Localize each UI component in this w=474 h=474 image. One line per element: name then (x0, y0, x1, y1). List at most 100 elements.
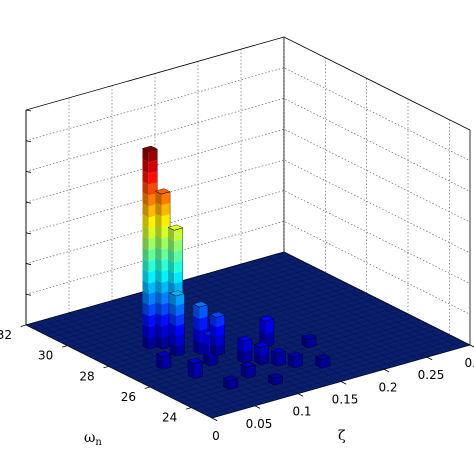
bar-face-left (142, 324, 149, 339)
x-tick-mark (254, 405, 261, 409)
bar-face-front (148, 237, 158, 251)
floor-mesh-line (106, 292, 365, 366)
floor-mesh-line (193, 335, 452, 409)
grid-line-horizontal (25, 220, 471, 315)
bar-face-front (148, 335, 158, 350)
bar-face-left (169, 292, 176, 306)
floor-mesh-line (100, 288, 359, 363)
bar-face-left (142, 269, 149, 284)
x-tick-label: 0.25 (418, 368, 445, 382)
y-tick-label: 32 (0, 328, 12, 342)
x-tick-mark (426, 356, 433, 361)
bar-face-front (174, 270, 183, 285)
bar-face-front (246, 365, 256, 379)
x-tick-mark (469, 344, 474, 348)
bar-face-front (161, 258, 171, 272)
bar-face-left (168, 259, 175, 274)
bar-face-front (175, 333, 185, 347)
bar-face-left (168, 227, 175, 242)
bar-face-left (168, 270, 175, 285)
bar-face-left (169, 343, 176, 357)
grid-line-horizontal (25, 98, 471, 192)
bar-face-front (161, 291, 171, 305)
bar-face-left (142, 258, 149, 273)
bar-face-front (243, 349, 252, 363)
bar-face-front (265, 318, 274, 335)
bar-face-front (148, 182, 158, 196)
y-tick-mark (186, 407, 192, 410)
bar-face-left (155, 334, 162, 349)
bar (187, 357, 204, 379)
bar-face-front (274, 376, 283, 386)
bar-outline (223, 377, 239, 390)
bar-face-front (148, 302, 158, 317)
x-tick-label: 0.3 (464, 356, 474, 370)
z-tick-mark (25, 140, 32, 143)
bar-face-front (294, 354, 303, 369)
bar (253, 341, 270, 365)
bar-face-left (155, 191, 162, 206)
x-tick-mark (340, 381, 347, 385)
grid-line-horizontal (25, 190, 471, 284)
bar-face-left (169, 313, 176, 327)
bar-face-front (216, 334, 225, 347)
axis-labels: ζ ωn (84, 428, 346, 448)
bar-face-left (155, 257, 162, 272)
bar-face-front (148, 324, 158, 339)
bar-face-front (148, 160, 158, 174)
bar-face-front (260, 345, 269, 357)
z-tick-mark (25, 171, 32, 173)
bar-face-front (175, 293, 185, 306)
bar-outline (187, 360, 203, 379)
bar-face-front (260, 353, 269, 365)
bar-face-front (216, 315, 225, 328)
bar-face-front (321, 357, 331, 369)
bar (169, 290, 186, 357)
z-tick-mark (25, 232, 32, 235)
x-tick-mark (211, 417, 218, 421)
bar-outline (254, 344, 270, 365)
floor-mesh-line (199, 338, 458, 413)
bar (270, 347, 287, 367)
x-tick-label: 0.15 (332, 393, 359, 407)
bar-face-front (174, 249, 183, 263)
floor-mesh-line (205, 341, 464, 416)
y-tick-label: 28 (79, 369, 94, 383)
bar-face-left (168, 238, 175, 252)
y-tick-mark (103, 365, 109, 369)
y-tick-label: 26 (121, 390, 136, 404)
x-tick-mark (297, 393, 304, 397)
bar-face-front (148, 281, 158, 295)
x-tick-label: 0.1 (292, 405, 311, 419)
bar-face-left (142, 247, 149, 262)
bar-face-left (187, 360, 194, 379)
bar-outline (301, 336, 317, 349)
bar-face-left (155, 246, 162, 261)
bar-outline (267, 375, 283, 386)
bar-face-left (210, 343, 217, 357)
bar-face-left (142, 214, 149, 229)
bar-face-left (142, 280, 149, 295)
bar-face-front (161, 213, 171, 228)
bar-face-front (161, 236, 171, 250)
bar-face-left (237, 349, 244, 363)
floor-mesh-line (56, 267, 316, 341)
bar-face-front (307, 337, 317, 348)
bar-face-left (203, 353, 210, 367)
bar (141, 145, 158, 350)
x-tick-label: 0 (212, 429, 220, 443)
bar-face-front (161, 224, 171, 239)
y-axis-label-sub: n (95, 437, 102, 448)
bar-face-left (301, 336, 308, 348)
bar-face-front (148, 248, 158, 262)
bar-face-front (148, 259, 158, 273)
bar-face-left (155, 202, 162, 217)
bar (209, 311, 226, 357)
bar-face-front (174, 238, 183, 252)
bar-face-front (229, 378, 238, 390)
bar-face-front (216, 324, 225, 337)
bar-face-left (169, 323, 176, 337)
bar-face-front (148, 171, 158, 185)
bar-face-left (155, 301, 162, 316)
